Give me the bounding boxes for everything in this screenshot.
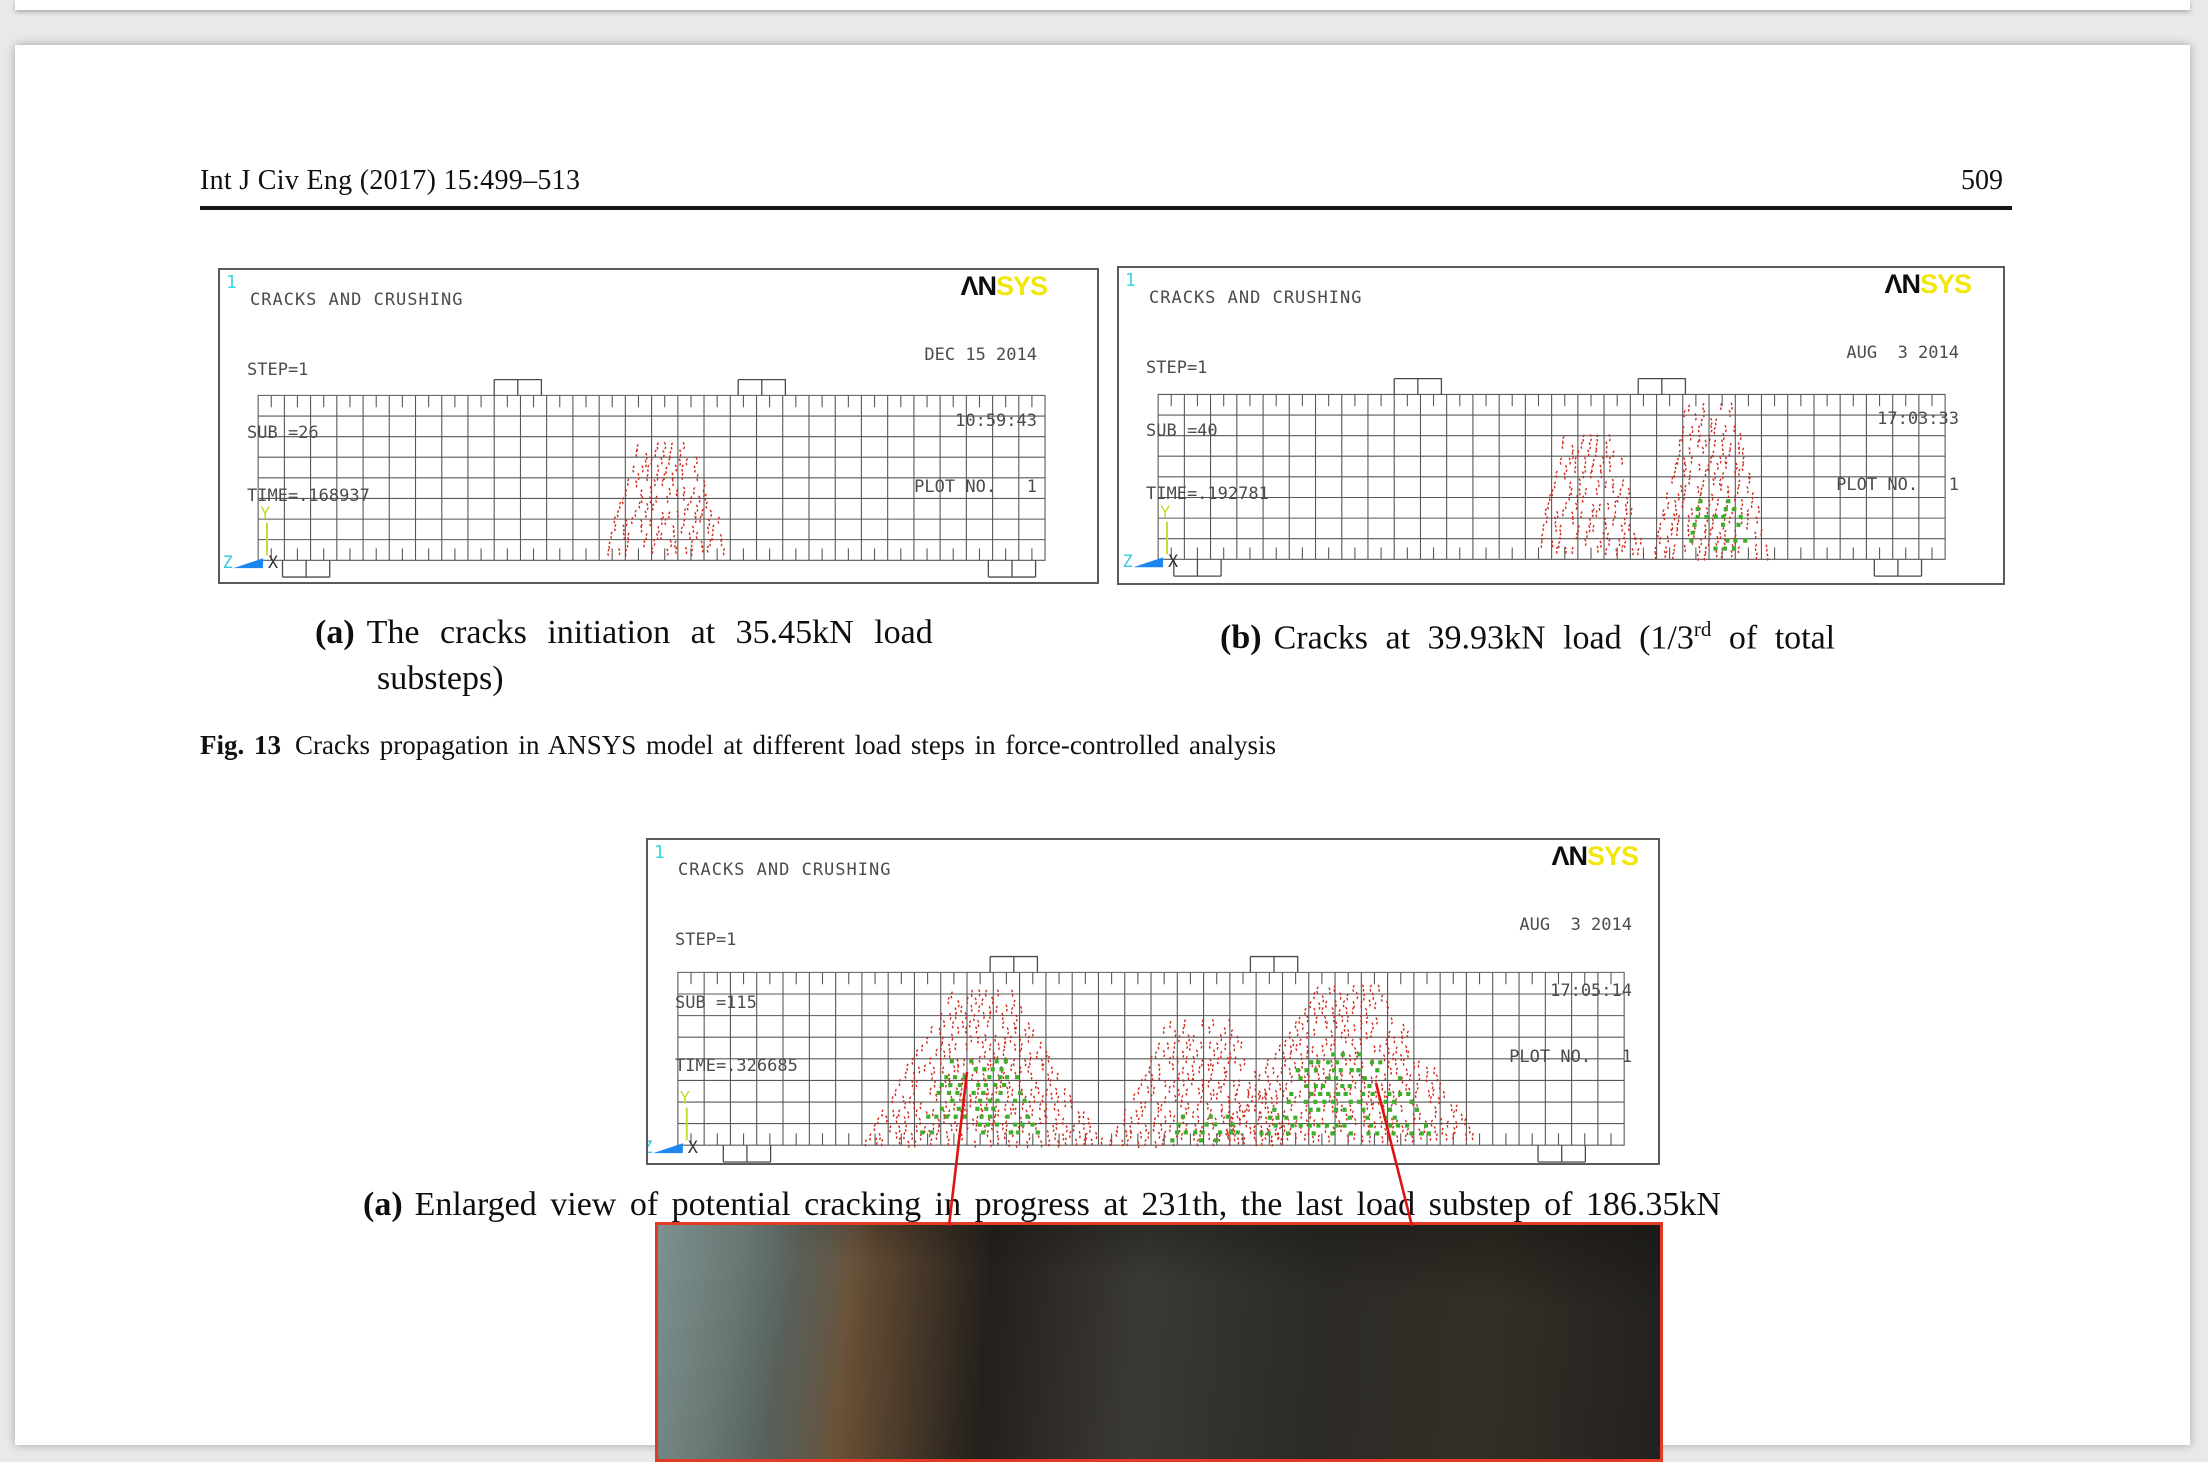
plot-number-indicator: 1 bbox=[654, 842, 665, 863]
plot-title: CRACKS AND CRUSHING bbox=[678, 860, 892, 880]
plot-no: PLOT NO. 1 bbox=[1509, 1047, 1632, 1067]
ansys-logo: ΛNSYS bbox=[960, 271, 1048, 302]
svg-text:Z: Z bbox=[223, 552, 233, 572]
figure13-label: Fig. 13 bbox=[200, 730, 281, 760]
svg-text:X: X bbox=[1168, 551, 1178, 571]
svg-text:Y: Y bbox=[680, 1088, 690, 1108]
axis-triad-icon: Y Z X bbox=[223, 503, 279, 572]
ansys-logo-black: ΛN bbox=[1884, 269, 1921, 299]
plot-clock: 10:59:43 bbox=[955, 411, 1037, 431]
plot-title: CRACKS AND CRUSHING bbox=[1149, 288, 1363, 308]
fe-mesh-drawing: Y Z X bbox=[223, 378, 1046, 578]
ansys-logo-yellow: SYS bbox=[995, 271, 1048, 301]
mesh-grid bbox=[1157, 377, 1946, 577]
svg-text:X: X bbox=[268, 552, 278, 572]
beam-photo bbox=[655, 1222, 1663, 1462]
header-rule bbox=[200, 206, 2012, 210]
caption-fig13a: (a) The cracks initiation at 35.45kN load… bbox=[315, 610, 1015, 702]
step-value: STEP=1 bbox=[1146, 358, 1208, 378]
plot-clock: 17:05:14 bbox=[1550, 981, 1632, 1001]
screenshot-root: { "header": { "journal": "Int J Civ Eng … bbox=[15, 0, 2190, 1462]
crack-cluster bbox=[864, 989, 1104, 1150]
ansys-plot-fig14a: Y Z X 1 CRACKS AND CRUSHING STEP=1 SUB =11… bbox=[646, 838, 1660, 1165]
caption-fig14a: (a) Enlarged view of potential cracking i… bbox=[363, 1182, 1883, 1228]
ansys-logo-black: ΛN bbox=[960, 271, 997, 301]
plot-date-block: AUG 3 2014 17:03:33 PLOT NO. 1 bbox=[1836, 298, 1959, 540]
plot-number-indicator: 1 bbox=[226, 272, 237, 293]
svg-text:Z: Z bbox=[648, 1137, 652, 1157]
caption-label: (a) bbox=[363, 1186, 403, 1223]
mesh-grid bbox=[257, 378, 1046, 578]
page-number: 509 bbox=[1961, 165, 2003, 196]
ansys-logo-yellow: SYS bbox=[1919, 269, 1972, 299]
plot-no: PLOT NO. 1 bbox=[914, 477, 1037, 497]
substep-value: SUB =40 bbox=[1146, 421, 1218, 441]
svg-text:X: X bbox=[688, 1137, 698, 1157]
previous-page-edge bbox=[15, 0, 2190, 10]
svg-text:Z: Z bbox=[1123, 551, 1133, 571]
crack-cluster bbox=[1654, 402, 1769, 563]
step-value: STEP=1 bbox=[247, 360, 309, 380]
figure13-caption: Fig. 13 Cracks propagation in ANSYS model… bbox=[200, 730, 1276, 761]
plot-date: DEC 15 2014 bbox=[924, 345, 1037, 365]
crack-cluster bbox=[1218, 984, 1475, 1145]
plot-date: AUG 3 2014 bbox=[1846, 343, 1959, 363]
plot-date-block: AUG 3 2014 17:05:14 PLOT NO. 1 bbox=[1509, 870, 1632, 1112]
substep-value: SUB =26 bbox=[247, 423, 319, 443]
ansys-logo: ΛNSYS bbox=[1884, 269, 1972, 300]
ansys-logo-yellow: SYS bbox=[1586, 841, 1639, 871]
plot-date: AUG 3 2014 bbox=[1519, 915, 1632, 935]
plot-info-block: STEP=1 SUB =26 TIME=.168937 bbox=[247, 318, 370, 549]
time-value: TIME=.168937 bbox=[247, 486, 370, 506]
mesh-grid bbox=[677, 955, 1625, 1163]
caption-line: substeps) bbox=[377, 660, 504, 697]
crushing-markers bbox=[1259, 1052, 1431, 1136]
caption-superscript: rd bbox=[1693, 617, 1712, 641]
caption-text: The cracks initiation at 35.45kN load bbox=[366, 614, 933, 651]
document-page: Int J Civ Eng (2017) 15:499–513 509 Y Z X … bbox=[15, 45, 2190, 1462]
caption-line: (a) The cracks initiation at 35.45kN load bbox=[315, 610, 1015, 656]
plot-info-block: STEP=1 SUB =40 TIME=.192781 bbox=[1146, 316, 1269, 547]
time-value: TIME=.192781 bbox=[1146, 484, 1269, 504]
svg-text:Y: Y bbox=[260, 503, 270, 523]
caption-label: (a) bbox=[315, 614, 355, 651]
caption-fig13b: (b) Cracks at 39.93kN load (1/3rd of tota… bbox=[1220, 606, 1940, 661]
caption-text: of total bbox=[1711, 619, 1836, 657]
ansys-plot-fig13b: Y Z X 1 CRACKS AND CRUSHING STEP=1 SUB =40… bbox=[1117, 266, 2005, 585]
plot-clock: 17:03:33 bbox=[1877, 409, 1959, 429]
time-value: TIME=.326685 bbox=[675, 1056, 798, 1076]
caption-text: Enlarged view of potential cracking in p… bbox=[414, 1186, 1721, 1223]
fe-mesh-drawing: Y Z X bbox=[648, 955, 1625, 1163]
svg-text:Y: Y bbox=[1160, 502, 1170, 522]
caption-text: Cracks at 39.93kN load (1/3 bbox=[1273, 619, 1694, 657]
journal-header: Int J Civ Eng (2017) 15:499–513 bbox=[200, 165, 581, 196]
ansys-logo-black: ΛN bbox=[1551, 841, 1588, 871]
caption-label: (b) bbox=[1220, 619, 1262, 657]
fe-mesh-drawing: Y Z X bbox=[1123, 377, 1946, 577]
figure13-text: Cracks propagation in ANSYS model at dif… bbox=[295, 730, 1277, 760]
plot-number-indicator: 1 bbox=[1125, 270, 1136, 291]
plot-no: PLOT NO. 1 bbox=[1836, 475, 1959, 495]
step-value: STEP=1 bbox=[675, 930, 737, 950]
axis-triad-icon: Y Z X bbox=[648, 1088, 698, 1157]
plot-title: CRACKS AND CRUSHING bbox=[250, 290, 464, 310]
ansys-logo: ΛNSYS bbox=[1551, 841, 1639, 872]
ansys-plot-fig13a: Y Z X 1 CRACKS AND CRUSHING STEP=1 SUB =26… bbox=[218, 268, 1099, 584]
substep-value: SUB =115 bbox=[675, 993, 757, 1013]
plot-info-block: STEP=1 SUB =115 TIME=.326685 bbox=[675, 888, 798, 1119]
plot-date-block: DEC 15 2014 10:59:43 PLOT NO. 1 bbox=[914, 300, 1037, 542]
crack-cluster bbox=[1109, 1018, 1285, 1150]
